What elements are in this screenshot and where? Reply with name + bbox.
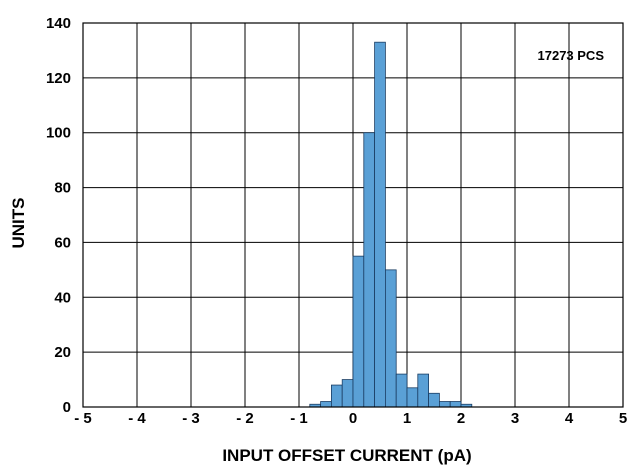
y-tick-labels: 0 20 40 60 80 100 120 140 bbox=[46, 15, 71, 416]
y-tick-label: 140 bbox=[46, 15, 71, 32]
x-axis-title: INPUT OFFSET CURRENT (pA) bbox=[222, 446, 471, 465]
x-tick-label: 1 bbox=[403, 410, 411, 427]
x-tick-label: - 2 bbox=[236, 410, 254, 427]
histogram-bar bbox=[438, 401, 451, 408]
histogram-bar bbox=[330, 384, 343, 408]
histogram-bar bbox=[384, 269, 397, 408]
plot-frame bbox=[82, 22, 624, 408]
y-tick-label: 120 bbox=[46, 70, 71, 87]
histogram-bar bbox=[320, 401, 332, 408]
x-tick-label: - 3 bbox=[182, 410, 200, 427]
histogram-bar bbox=[449, 401, 462, 408]
x-tick-label: 0 bbox=[349, 410, 357, 427]
histogram-bar bbox=[374, 41, 386, 408]
y-tick-label: 20 bbox=[54, 344, 71, 361]
sample-count-annotation: 17273 PCS bbox=[538, 48, 605, 63]
y-tick-label: 60 bbox=[54, 234, 71, 251]
histogram-bar bbox=[341, 379, 354, 408]
x-tick-label: - 1 bbox=[290, 410, 308, 427]
y-tick-label: 40 bbox=[54, 289, 71, 306]
histogram-bar bbox=[417, 373, 429, 408]
y-tick-label: 80 bbox=[54, 180, 71, 197]
histogram-bar bbox=[363, 132, 375, 408]
x-tick-label: - 4 bbox=[128, 410, 146, 427]
x-tick-label: 4 bbox=[565, 410, 574, 427]
histogram-bar bbox=[352, 255, 365, 408]
x-tick-labels: - 5 - 4 - 3 - 2 - 1 0 1 2 3 4 5 bbox=[74, 410, 627, 427]
x-tick-label: 5 bbox=[619, 410, 627, 427]
x-tick-label: 3 bbox=[511, 410, 519, 427]
y-tick-label: 0 bbox=[63, 399, 71, 416]
y-axis-title: UNITS bbox=[9, 198, 28, 249]
histogram-bar bbox=[428, 392, 440, 408]
y-tick-label: 100 bbox=[46, 125, 71, 142]
x-tick-label: 2 bbox=[457, 410, 465, 427]
histogram-bar bbox=[395, 373, 408, 408]
histogram-bar bbox=[406, 387, 419, 408]
x-tick-label: - 5 bbox=[74, 410, 92, 427]
